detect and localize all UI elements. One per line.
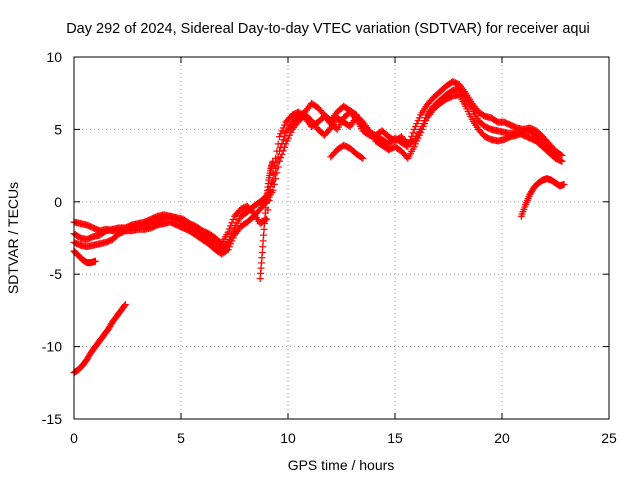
y-axis-label: SDTVAR / TECUs [5, 182, 21, 294]
data-point [278, 150, 286, 158]
x-tick-label: 25 [601, 430, 617, 446]
data-point [277, 154, 285, 162]
data-point [560, 180, 568, 188]
data-point [557, 156, 565, 164]
x-tick-label: 15 [387, 430, 403, 446]
y-tick-label: 5 [54, 121, 62, 137]
y-tick-label: 0 [54, 194, 62, 210]
y-tick-label: 10 [46, 49, 62, 65]
x-axis-label: GPS time / hours [288, 457, 395, 473]
series-arc-d [70, 301, 129, 377]
data-point [229, 215, 237, 223]
x-tick-label: 0 [70, 430, 78, 446]
data-point [275, 157, 283, 165]
data-point [409, 129, 417, 137]
series-arc-f [256, 157, 277, 283]
data-point [224, 228, 232, 236]
series-arc-h [517, 175, 568, 220]
data-point [270, 180, 278, 188]
series-arc-g [327, 141, 367, 162]
data-point [91, 257, 99, 265]
data-point [223, 246, 231, 254]
data-point [225, 225, 233, 233]
y-tick-label: -15 [42, 411, 62, 427]
data-point [358, 153, 366, 161]
data-point [121, 302, 129, 310]
data-point [273, 169, 281, 177]
data-point [263, 215, 271, 223]
y-tick-label: -10 [42, 339, 62, 355]
data-point [279, 136, 287, 144]
data-point [281, 143, 289, 151]
data-point [279, 147, 287, 155]
series-arc-e [70, 247, 99, 267]
data-point [281, 132, 289, 140]
x-tick-label: 20 [494, 430, 510, 446]
data-point [274, 163, 282, 171]
x-tick-label: 10 [280, 430, 296, 446]
plot-frame [73, 56, 610, 420]
data-point [269, 157, 277, 165]
y-tick-label: -5 [50, 266, 63, 282]
data-point [359, 154, 367, 162]
data-point [558, 157, 566, 165]
chart-title: Day 292 of 2024, Sidereal Day-to-day VTE… [66, 21, 590, 37]
data-point [121, 301, 129, 309]
x-tick-label: 5 [177, 430, 185, 446]
data-point [272, 175, 280, 183]
